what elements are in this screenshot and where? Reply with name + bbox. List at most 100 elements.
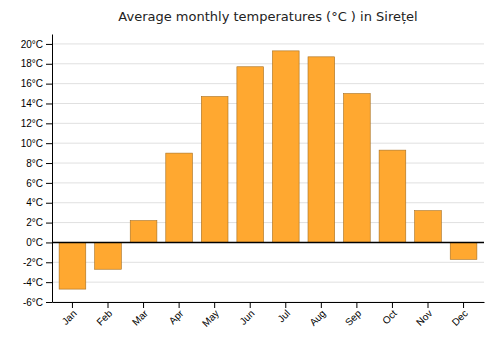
bar	[130, 221, 157, 243]
bar	[166, 153, 193, 242]
grid-line	[52, 123, 484, 124]
y-tick: 6°C	[26, 178, 52, 189]
y-tick-label: 14°C	[21, 98, 43, 109]
y-tick-label: 0°C	[26, 237, 43, 248]
y-tick-label: 8°C	[26, 158, 43, 169]
y-tick-mark	[46, 203, 52, 204]
grid-line	[52, 63, 484, 64]
y-tick-label: 20°C	[21, 39, 43, 50]
y-tick-mark	[46, 84, 52, 85]
x-tick-mark	[108, 302, 109, 308]
grid-line	[52, 143, 484, 144]
zero-line	[52, 242, 484, 244]
x-tick-mark	[214, 302, 215, 308]
y-tick: 4°C	[26, 197, 52, 208]
x-tick-label: May	[200, 308, 221, 329]
x-tick-mark	[428, 302, 429, 308]
grid-line	[52, 163, 484, 164]
x-tick: Nov	[414, 302, 434, 328]
bar	[308, 57, 335, 243]
grid-line	[52, 242, 484, 243]
x-tick: Dec	[450, 302, 470, 328]
x-tick: Feb	[94, 302, 114, 328]
x-tick-label: Oct	[380, 308, 399, 327]
x-tick-mark	[392, 302, 393, 308]
y-tick: -4°C	[23, 277, 52, 288]
x-tick: Aug	[307, 302, 327, 328]
y-tick-label: -2°C	[23, 257, 43, 268]
x-tick-label: Jul	[275, 308, 292, 325]
x-tick-label: Jun	[237, 308, 256, 327]
grid-line	[52, 103, 484, 104]
y-tick-mark	[46, 242, 52, 243]
y-tick: 10°C	[21, 138, 52, 149]
x-tick-mark	[250, 302, 251, 308]
grid-line	[52, 202, 484, 203]
x-tick: Jul	[275, 302, 292, 324]
x-tick-mark	[72, 302, 73, 308]
grid-line	[52, 282, 484, 283]
x-tick: Sep	[343, 302, 364, 328]
x-tick-label: Nov	[414, 308, 434, 328]
x-tick-label: Aug	[307, 308, 327, 328]
y-tick-mark	[46, 64, 52, 65]
y-tick-label: 10°C	[21, 138, 43, 149]
bar	[59, 242, 86, 289]
y-tick-mark	[46, 123, 52, 124]
x-tick-mark	[321, 302, 322, 308]
title: Average monthly temperatures (°C ) in Si…	[118, 9, 417, 24]
y-tick-mark	[46, 262, 52, 263]
chart: -6°C -4°C -2°C 0°C 2°C 4°C 6°C 8°C 10°C 12°C 14°C 1…	[0, 0, 500, 350]
x-tick-mark	[179, 302, 180, 308]
bar	[272, 51, 299, 243]
x-tick-mark	[143, 302, 144, 308]
y-tick: 16°C	[21, 78, 52, 89]
y-tick-mark	[46, 44, 52, 45]
x-tick: Mar	[130, 302, 150, 328]
y-tick-label: -4°C	[23, 277, 43, 288]
y-tick-label: 4°C	[26, 197, 43, 208]
bar	[450, 242, 477, 259]
grid-line	[52, 43, 484, 44]
x-tick: Oct	[380, 302, 399, 326]
y-tick: 8°C	[26, 158, 52, 169]
x-tick-label: Feb	[94, 307, 114, 327]
bar	[237, 67, 264, 243]
y-tick: -2°C	[23, 257, 52, 268]
y-tick-label: 12°C	[21, 118, 43, 129]
y-tick-label: 6°C	[26, 178, 43, 189]
x-tick-label: Jan	[60, 308, 79, 327]
bar	[415, 211, 442, 243]
x-tick: Apr	[167, 302, 186, 326]
x-tick-label: Sep	[343, 307, 364, 328]
y-tick-label: 2°C	[26, 217, 43, 228]
y-tick: 2°C	[26, 217, 52, 228]
grid-line	[52, 302, 484, 303]
x-axis-line	[53, 302, 485, 303]
grid-line	[52, 83, 484, 84]
x-tick: Jan	[60, 302, 79, 327]
x-tick: Jun	[237, 302, 256, 327]
y-tick: -6°C	[23, 297, 52, 308]
y-tick-mark	[46, 302, 52, 303]
bar	[344, 94, 371, 243]
bar	[95, 242, 122, 269]
grid-line	[52, 182, 484, 183]
x-tick-label: Apr	[167, 307, 186, 326]
grid	[52, 44, 484, 302]
y-tick-label: 18°C	[21, 58, 43, 69]
x-tick-label: Dec	[450, 308, 470, 328]
x-tick-mark	[356, 302, 357, 308]
y-tick: 0°C	[26, 237, 52, 248]
x-axis: Jan Feb Mar Apr May Jun Jul Aug Sep Oct Nov Dec	[53, 302, 485, 329]
y-tick-mark	[46, 103, 52, 104]
bar	[201, 97, 228, 243]
y-tick: 18°C	[21, 58, 52, 69]
bar	[379, 150, 406, 242]
y-tick-mark	[46, 163, 52, 164]
x-tick-label: Mar	[130, 307, 150, 327]
x-tick: May	[200, 302, 221, 329]
y-tick-mark	[46, 282, 52, 283]
y-tick: 14°C	[21, 98, 52, 109]
y-tick-label: -6°C	[23, 297, 43, 308]
